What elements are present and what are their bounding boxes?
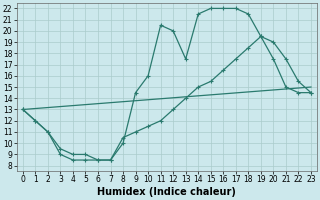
X-axis label: Humidex (Indice chaleur): Humidex (Indice chaleur)	[98, 187, 236, 197]
